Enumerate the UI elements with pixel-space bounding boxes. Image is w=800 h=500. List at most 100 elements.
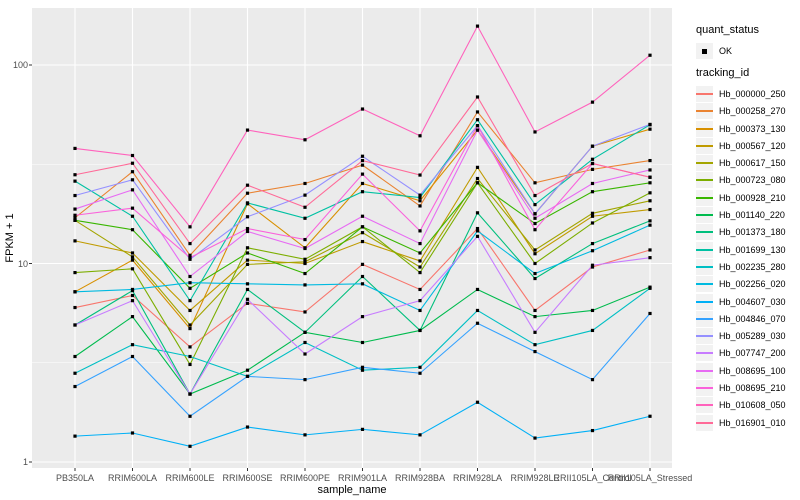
data-point xyxy=(360,315,365,319)
data-point xyxy=(648,181,652,185)
legend-item-label: Hb_001373_180 xyxy=(719,227,786,238)
data-point xyxy=(418,270,422,275)
x-tick-label: RRIM600LA xyxy=(107,473,158,483)
data-point xyxy=(130,206,135,210)
data-point xyxy=(130,255,135,259)
data-point xyxy=(590,167,595,171)
legend-item-tracking-id: Hb_002235_280 xyxy=(696,258,786,275)
line-key-icon xyxy=(696,379,713,396)
line-key-icon xyxy=(696,397,713,414)
data-point xyxy=(648,122,652,127)
data-point xyxy=(130,267,135,271)
data-point xyxy=(360,262,365,266)
data-point xyxy=(533,349,537,354)
legend-item-tracking-id: Hb_008695_100 xyxy=(696,362,786,379)
data-point xyxy=(130,315,135,319)
data-point xyxy=(360,225,365,229)
data-point xyxy=(130,214,135,218)
data-point xyxy=(360,365,365,369)
data-point xyxy=(418,371,422,375)
data-point xyxy=(360,368,365,372)
data-point xyxy=(188,362,192,367)
data-point xyxy=(188,274,192,279)
data-point xyxy=(418,173,422,177)
line-key-icon xyxy=(696,172,713,189)
data-point xyxy=(533,130,537,134)
legend-item-tracking-id: Hb_004846_070 xyxy=(696,310,786,327)
data-point xyxy=(188,256,192,260)
data-point xyxy=(73,384,77,389)
line-key-icon xyxy=(696,414,713,431)
data-point xyxy=(130,228,135,232)
line-key-icon xyxy=(696,328,713,345)
data-point xyxy=(648,158,652,163)
data-point xyxy=(73,323,77,327)
legend-item-tracking-id: Hb_016901_010 xyxy=(696,414,786,431)
data-point xyxy=(130,251,135,255)
legend-item-label: Hb_000000_250 xyxy=(719,88,786,99)
x-tick-label: RRIM928LE xyxy=(510,473,560,483)
data-point xyxy=(303,283,307,287)
data-point xyxy=(73,213,77,217)
data-point xyxy=(360,172,365,176)
data-point xyxy=(303,271,307,276)
data-point xyxy=(130,153,135,158)
data-point xyxy=(188,326,192,331)
legend-item-label: Hb_005289_030 xyxy=(719,331,786,342)
data-point xyxy=(475,400,480,404)
line-key-icon xyxy=(696,155,713,172)
data-point xyxy=(590,157,595,161)
data-point xyxy=(303,260,307,264)
data-point xyxy=(418,328,422,333)
data-point xyxy=(130,299,135,303)
data-point xyxy=(245,128,250,132)
x-axis-title: sample_name xyxy=(317,484,387,496)
data-point xyxy=(533,276,537,281)
data-point xyxy=(533,343,537,347)
data-point xyxy=(360,427,365,431)
line-key-icon xyxy=(696,258,713,275)
data-point xyxy=(418,308,422,313)
legend-item-label: Hb_002256_020 xyxy=(719,279,786,290)
data-point xyxy=(360,158,365,163)
data-point xyxy=(533,193,537,198)
data-point xyxy=(648,219,652,223)
legend-item-tracking-id: Hb_000000_250 xyxy=(696,85,786,102)
x-tick-label: RRIM901LA xyxy=(337,473,388,483)
data-point xyxy=(245,297,250,301)
data-point xyxy=(245,368,250,372)
data-point xyxy=(188,345,192,349)
data-point xyxy=(188,225,192,229)
data-point xyxy=(73,216,77,220)
data-point xyxy=(130,287,135,292)
data-point xyxy=(648,223,652,227)
data-point xyxy=(418,134,422,138)
x-tick-label: RRIM600PE xyxy=(279,473,331,483)
data-point xyxy=(73,173,77,177)
data-point xyxy=(648,168,652,172)
data-point xyxy=(303,352,307,356)
legend-item-tracking-id: Hb_000928_210 xyxy=(696,189,786,206)
legend-item-tracking-id: Hb_002256_020 xyxy=(696,276,786,293)
data-point xyxy=(590,263,595,267)
line-key-icon xyxy=(696,276,713,293)
data-point xyxy=(533,203,537,207)
legend-item-tracking-id: Hb_010608_050 xyxy=(696,397,786,414)
line-key-icon xyxy=(696,224,713,241)
data-point xyxy=(73,193,77,198)
data-point xyxy=(360,282,365,286)
data-point xyxy=(73,371,77,375)
data-point xyxy=(590,144,595,148)
data-point xyxy=(648,414,652,418)
data-point xyxy=(590,181,595,186)
data-point xyxy=(590,328,595,333)
data-point xyxy=(73,270,77,275)
line-key-icon xyxy=(696,137,713,154)
legend-item-tracking-id: Hb_007747_200 xyxy=(696,345,786,362)
x-tick-label: RRIM600LE xyxy=(165,473,215,483)
data-point xyxy=(130,178,135,182)
data-point xyxy=(533,228,537,232)
data-point xyxy=(475,234,480,238)
data-point xyxy=(590,221,595,225)
